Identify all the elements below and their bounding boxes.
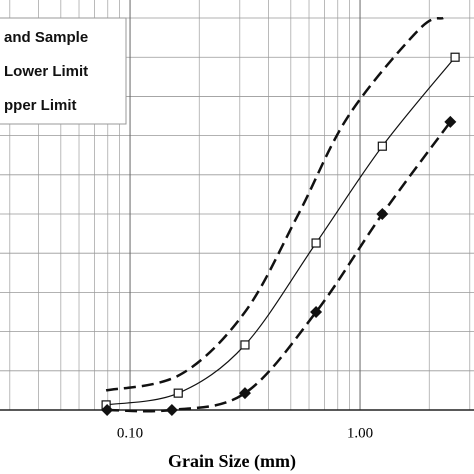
x-tick-label: 0.10 [117,425,143,441]
point [238,387,251,400]
point [444,115,457,128]
point [376,208,389,221]
point [240,340,250,350]
point [450,52,460,62]
legend-label: Lower Limit [4,63,88,80]
legend-label: pper Limit [4,97,77,114]
point [173,388,183,398]
series-line [105,16,444,392]
point [101,404,114,416]
series-line [106,56,456,406]
legend-label: and Sample [4,29,88,46]
point [165,404,178,416]
point [377,141,387,151]
point [311,238,321,248]
x-axis-label: Grain Size (mm) [168,451,296,472]
point [310,306,323,319]
series-line [107,121,452,413]
legend [0,17,127,125]
x-tick-label: 1.00 [347,425,373,441]
